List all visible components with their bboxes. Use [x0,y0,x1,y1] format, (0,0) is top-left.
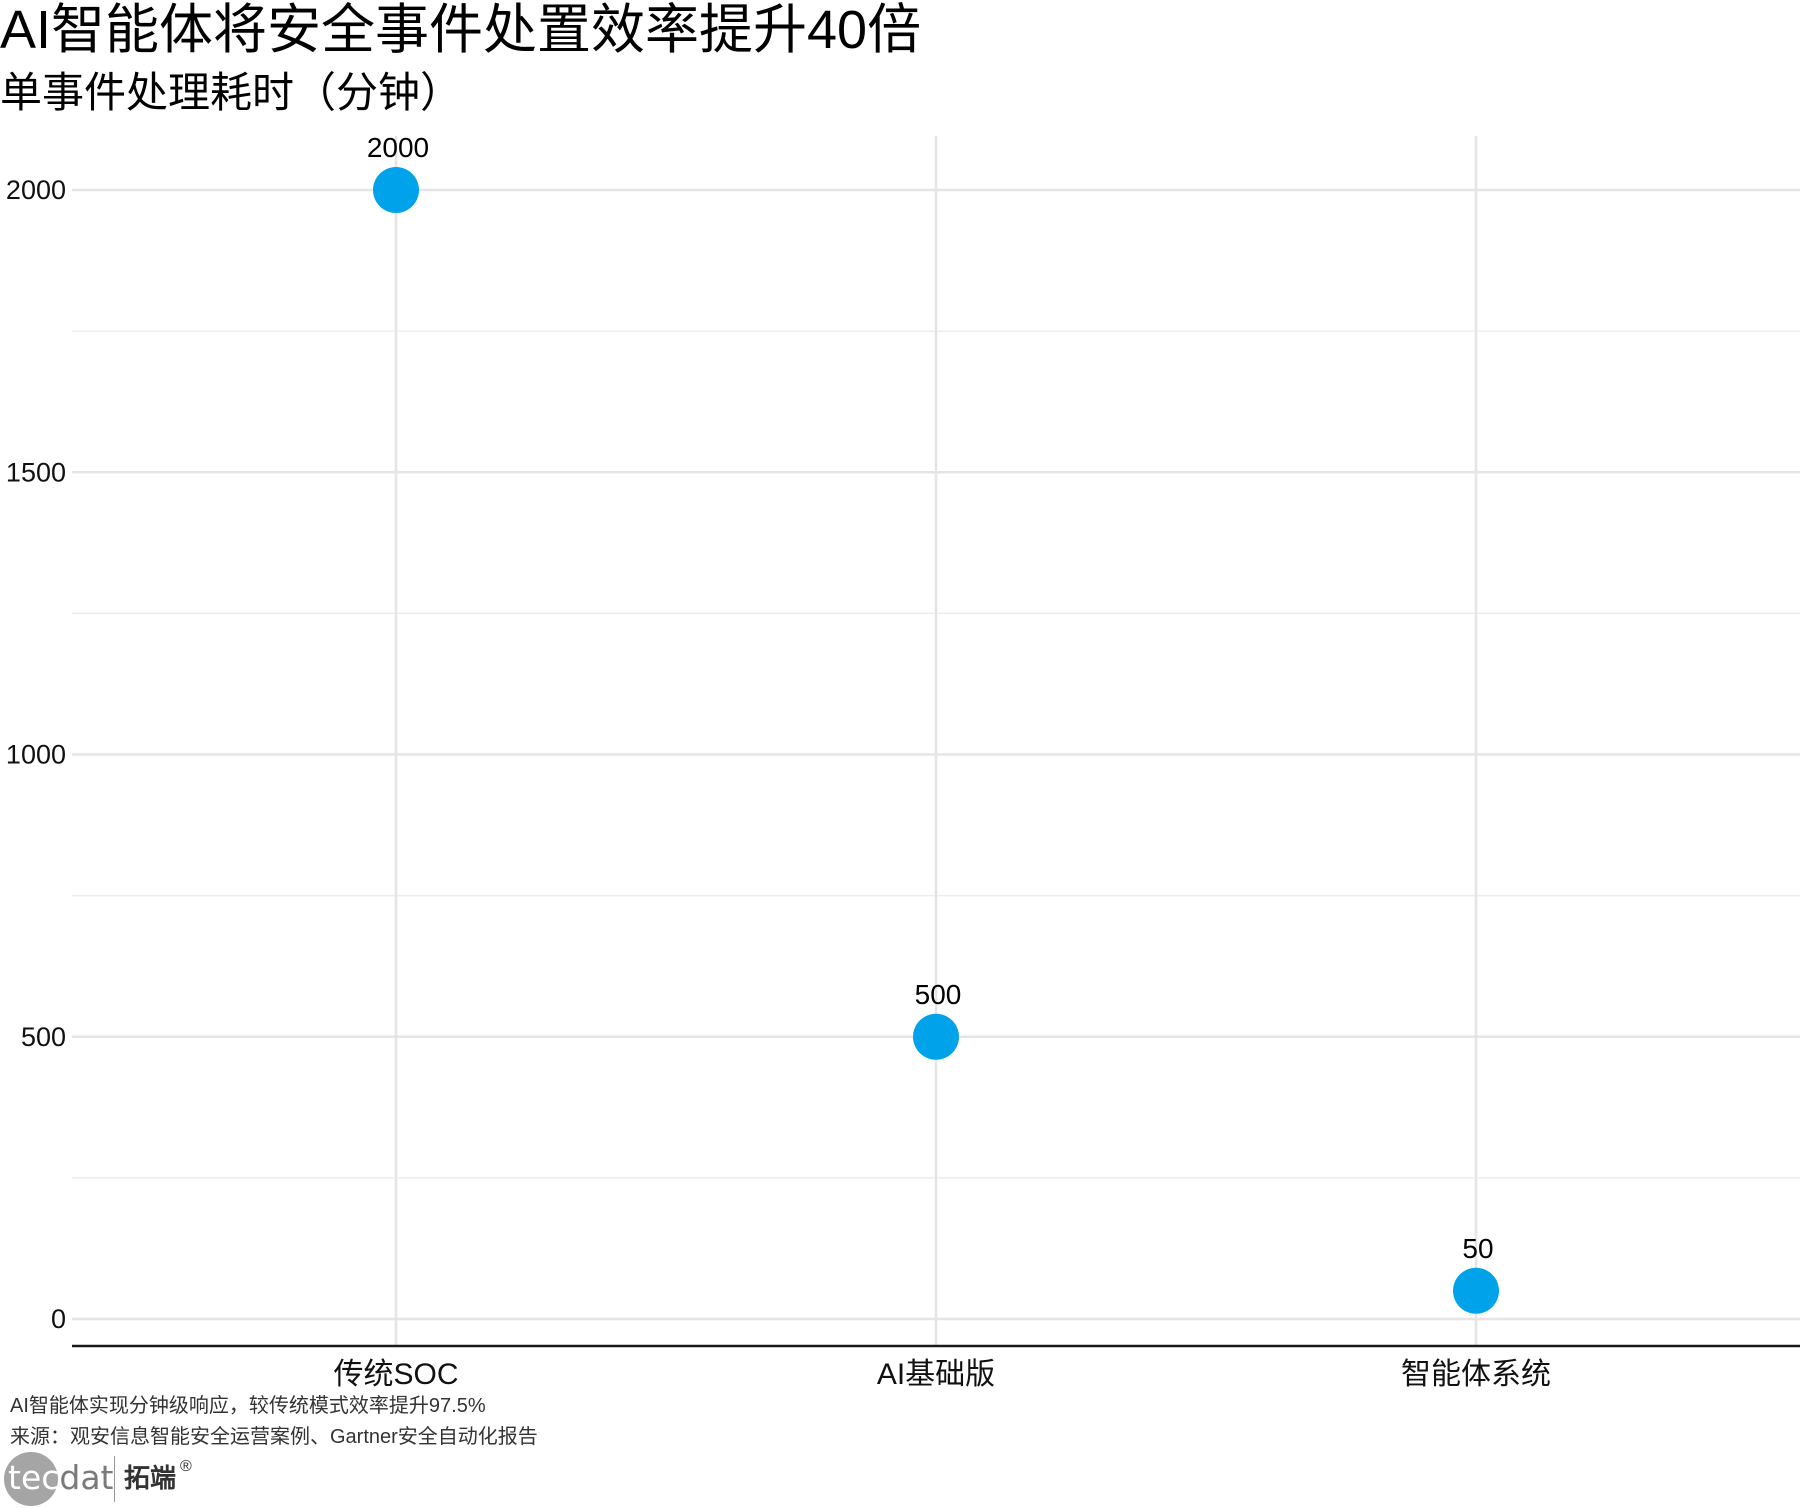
brand-wordmark-tec: tec [8,1458,60,1497]
data-label: 500 [915,979,962,1010]
brand-name: 拓端 [124,1463,177,1493]
chart-title: AI智能体将安全事件处置效率提升40倍 [0,0,922,60]
brand-circle-icon [4,1452,58,1506]
data-point [373,167,419,213]
data-label: 50 [1462,1233,1493,1264]
y-axis-tick-labels: 0 500 1000 1500 2000 [6,175,66,1334]
grid-vertical-lines [394,136,1478,1346]
y-tick-label: 2000 [6,175,66,205]
brand-divider [114,1456,115,1502]
x-axis-tick-labels: 传统SOC AI基础版 智能体系统 [333,1358,1551,1391]
y-tick-label: 1500 [6,457,66,487]
data-point [913,1013,959,1060]
y-tick-label: 1000 [6,740,66,770]
data-points [373,167,1499,1314]
brand-registered-mark: ® [180,1458,192,1475]
x-tick-label: 智能体系统 [1401,1358,1551,1391]
brand-wordmark: tecdat [8,1459,114,1497]
y-tick-label: 0 [51,1304,66,1334]
x-tick-label: AI基础版 [877,1358,995,1391]
chart-caption: AI智能体实现分钟级响应，较传统模式效率提升97.5% [10,1395,486,1417]
chart-subtitle: 单事件处理耗时（分钟） [0,69,463,116]
y-tick-label: 500 [21,1022,66,1052]
data-label: 2000 [367,132,429,163]
data-point [1453,1267,1499,1314]
chart-source: 来源：观安信息智能安全运营案例、Gartner安全自动化报告 [10,1426,538,1448]
brand-wordmark-dat: dat [59,1458,114,1497]
x-tick-label: 传统SOC [333,1358,458,1391]
data-labels: 2000 500 50 [367,132,1494,1264]
brand-logo: tecdat 拓端 ® [2,1452,242,1506]
